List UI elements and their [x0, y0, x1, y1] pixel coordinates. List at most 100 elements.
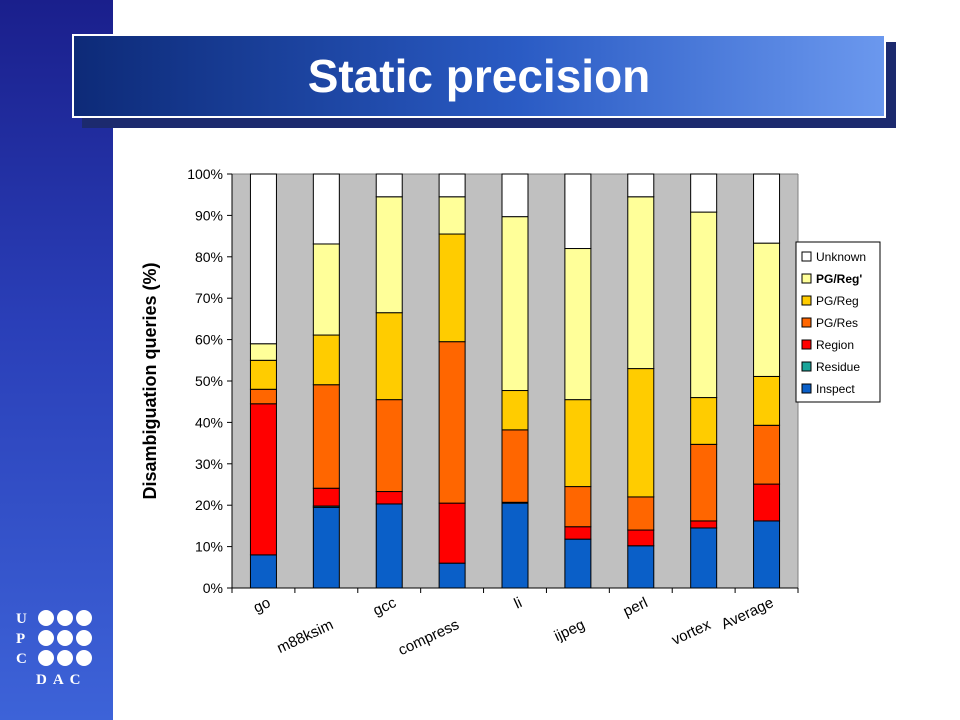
bar-segment: [249, 403, 277, 556]
y-tick-label: 50%: [195, 373, 223, 389]
y-tick-label: 100%: [187, 166, 223, 182]
bar-segment: [564, 173, 592, 250]
y-tick-label: 30%: [195, 456, 223, 472]
bar-segment: [753, 173, 781, 244]
bar-segment: [690, 173, 718, 213]
logo-letter-c: C: [16, 651, 27, 667]
bar-segment: [312, 173, 340, 245]
y-tick-label: 10%: [195, 539, 223, 555]
bar-segment: [753, 375, 781, 426]
y-tick-label: 70%: [195, 290, 223, 306]
bar-segment: [249, 359, 277, 390]
x-tick-label: perl: [621, 594, 651, 620]
bar-segment: [501, 216, 529, 392]
bar-segment: [249, 554, 277, 589]
bar-segment: [312, 243, 340, 336]
bar-segment: [501, 429, 529, 503]
bar-segment: [438, 502, 466, 564]
bar-segment: [753, 483, 781, 522]
legend-swatch: [801, 251, 812, 262]
bar-segment: [564, 399, 592, 488]
legend-label: Unknown: [816, 250, 866, 264]
logo-dot: [76, 630, 92, 646]
logo-letter-u: U: [16, 611, 27, 627]
bar-segment: [753, 424, 781, 485]
y-tick-label: 60%: [195, 332, 223, 348]
y-axis-label: Disambiguation queries (%): [140, 262, 160, 499]
bar-segment: [690, 397, 718, 445]
legend-swatch: [801, 339, 812, 350]
y-tick-label: 40%: [195, 414, 223, 430]
logo-dot: [76, 650, 92, 666]
bar-segment: [375, 491, 403, 505]
bar-segment: [312, 334, 340, 386]
logo-dot: [38, 610, 54, 626]
bar-segment: [564, 526, 592, 540]
bar-segment: [312, 487, 340, 507]
bar-segment: [501, 390, 529, 431]
legend-swatch: [801, 317, 812, 328]
legend-swatch: [801, 383, 812, 394]
legend-swatch: [801, 273, 812, 284]
logo-dot: [57, 650, 73, 666]
stacked-bar-chart: 0% 10% 20% 30% 40% 50% 60% 70% 80% 90% 100% Disambi…: [140, 166, 881, 659]
logo-dot: [76, 610, 92, 626]
bar-segment: [690, 520, 718, 529]
x-tick-label: compress: [396, 616, 462, 659]
bar-segment: [438, 562, 466, 589]
bar-segment: [690, 443, 718, 522]
bar-segment: [438, 173, 466, 198]
legend-label: PG/Reg: [816, 294, 859, 308]
y-tick-label: 90%: [195, 207, 223, 223]
bar-segment: [627, 545, 655, 589]
x-tick-label: m88ksim: [274, 616, 336, 657]
legend-label: Residue: [816, 360, 860, 374]
bar-segment: [375, 196, 403, 314]
bar-segment: [375, 399, 403, 493]
logo-dac-text: DAC: [36, 672, 87, 688]
bar-segment: [564, 486, 592, 528]
legend-label: PG/Res: [816, 316, 858, 330]
bar-segment: [627, 529, 655, 547]
legend-label: Region: [816, 338, 854, 352]
bar-segment: [375, 173, 403, 198]
bar-segment: [564, 248, 592, 401]
bar-segment: [753, 242, 781, 377]
y-tick-label: 80%: [195, 249, 223, 265]
y-tick-label: 20%: [195, 497, 223, 513]
bar-segment: [690, 211, 718, 399]
bar-segment: [438, 233, 466, 343]
legend-label: PG/Reg': [816, 272, 862, 286]
bar-segment: [438, 341, 466, 504]
bar-segment: [438, 196, 466, 235]
bar-segment: [501, 173, 529, 218]
bar-segment: [753, 520, 781, 589]
legend-label: Inspect: [816, 382, 855, 396]
legend-swatch: [801, 361, 812, 372]
logo-dot: [38, 630, 54, 646]
bar-segment: [501, 502, 529, 589]
bar-segment: [627, 496, 655, 531]
bar-segment: [375, 312, 403, 401]
bar-segment: [312, 506, 340, 589]
x-tick-label: ijpeg: [552, 616, 588, 645]
bar-segment: [249, 388, 277, 405]
bar-segment: [249, 173, 277, 345]
slide-title: Static precision: [307, 50, 651, 102]
y-tick-label: 0%: [203, 580, 223, 596]
bar-segment: [627, 368, 655, 498]
bar-segment: [375, 503, 403, 589]
x-tick-label: li: [511, 594, 524, 612]
x-tick-label: gcc: [371, 594, 400, 619]
legend-swatch: [801, 295, 812, 306]
logo-dot: [57, 630, 73, 646]
logo-dot: [57, 610, 73, 626]
logo-letter-p: P: [16, 631, 26, 647]
x-tick-label: Average: [719, 594, 777, 633]
x-tick-label: go: [251, 594, 273, 616]
bar-segment: [627, 196, 655, 370]
x-tick-label: vortex: [669, 616, 714, 649]
upc-dac-logo: U P C DAC: [14, 610, 104, 700]
bar-segment: [690, 527, 718, 589]
bar-segment: [627, 173, 655, 198]
